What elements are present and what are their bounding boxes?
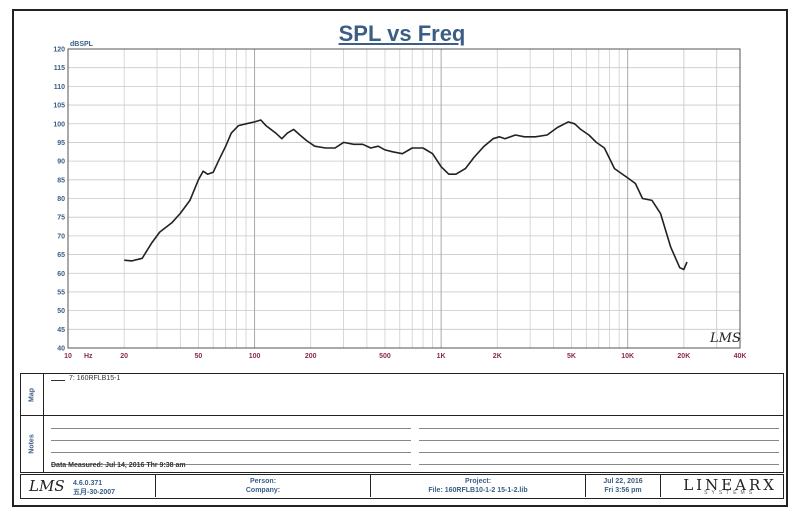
- linearx-sub: SYSTEMS: [704, 490, 757, 496]
- notes-label: Notes: [28, 434, 36, 454]
- file-label: File: 160RFLB10-1-2 15-1-2.lib: [428, 487, 528, 494]
- footer-lms-cell: LMS 4.6.0.371 五月-30-2007: [21, 475, 156, 497]
- legend-entry: 7: 160RFLB15-1: [69, 375, 121, 382]
- y-tick-label: 85: [57, 177, 65, 184]
- footer-person-cell: Person: Company:: [156, 475, 371, 497]
- spl-chart: 40 45 50 55 60 65 70 75 80 85 90 95 100 105 110 115 120 1…: [53, 41, 747, 360]
- y-tick-label: 75: [57, 215, 65, 222]
- series-line: [124, 119, 688, 271]
- y-tick-label: 40: [57, 346, 65, 353]
- plot-border: [67, 48, 741, 349]
- x-tick-label: 20: [120, 353, 128, 360]
- footer: LMS 4.6.0.371 五月-30-2007 Person: Company…: [20, 474, 784, 499]
- footer-project-cell: Project: File: 160RFLB10-1-2 15-1-2.lib: [371, 475, 586, 497]
- note-line: [51, 440, 411, 441]
- y-tick-label: 70: [57, 233, 65, 240]
- x-tick-label: 20K: [677, 353, 690, 360]
- y-tick-label: 45: [57, 327, 65, 334]
- y-axis-unit: dBSPL: [70, 41, 94, 48]
- notes-band: Notes Data Measured: Jul 14, 2016 Thr 9:…: [20, 415, 784, 473]
- y-tick-label: 65: [57, 252, 65, 259]
- legend-swatch: [51, 380, 65, 381]
- version-number: 4.6.0.371: [73, 480, 103, 487]
- note-line: [51, 452, 411, 453]
- y-tick-label: 95: [57, 140, 65, 147]
- note-line: [51, 464, 411, 465]
- notes-label-cell: Notes: [21, 416, 44, 472]
- x-tick-label: 2K: [493, 353, 502, 360]
- y-tick-label: 110: [54, 84, 65, 91]
- chart-title: SPL vs Freq: [338, 21, 466, 46]
- note-line: [51, 428, 411, 429]
- y-tick-label: 105: [53, 103, 65, 110]
- y-tick-label: 80: [57, 196, 65, 203]
- x-tick-label: 5K: [567, 353, 576, 360]
- x-tick-label: 500: [379, 353, 391, 360]
- linearx-logo: LINEARX SYSTEMS: [683, 476, 777, 496]
- note-line: [419, 452, 779, 453]
- lms-version: 4.6.0.371 五月-30-2007: [73, 479, 115, 497]
- note-line: [419, 440, 779, 441]
- y-tick-label: 120: [53, 47, 65, 54]
- lms-logo: LMS: [29, 477, 65, 495]
- time-label: Fri 3:56 pm: [604, 487, 642, 494]
- footer-date-cell: Jul 22, 2016 Fri 3:56 pm: [586, 475, 661, 497]
- y-tick-label: 55: [57, 289, 65, 296]
- company-label: Company:: [245, 487, 281, 494]
- x-tick-label: 50: [195, 353, 203, 360]
- person-label: Person:: [249, 478, 277, 485]
- version-date: 五月-30-2007: [73, 489, 116, 496]
- y-tick-label: 50: [57, 308, 65, 315]
- y-tick-label: 100: [53, 121, 65, 128]
- x-tick-label: 10: [64, 353, 72, 360]
- data-measured: Data Measured: Jul 14, 2016 Thr 9:38 am: [51, 462, 186, 469]
- x-axis-unit: Hz: [84, 353, 93, 360]
- project-label: Project:: [464, 478, 492, 485]
- note-line: [419, 464, 779, 465]
- date-label: Jul 22, 2016: [603, 478, 643, 485]
- note-line: [419, 428, 779, 429]
- x-tick-label: 100: [249, 353, 261, 360]
- x-tick-label: 200: [305, 353, 317, 360]
- x-tick-label: 1K: [437, 353, 446, 360]
- linearx-brand: LINEARX: [683, 476, 777, 494]
- x-tick-label: 40K: [734, 353, 747, 360]
- x-tick-label: 10K: [621, 353, 634, 360]
- y-tick-label: 90: [57, 159, 65, 166]
- report-frame: SPL vs Freq 40 45 50 55 60 65 70 75 80 85 90 95 100 1…: [12, 9, 788, 507]
- y-tick-label: 115: [54, 65, 65, 72]
- map-label: Map: [28, 387, 36, 402]
- y-tick-label: 60: [57, 271, 65, 278]
- map-label-cell: Map: [21, 374, 44, 415]
- lms-watermark: LMS: [709, 331, 741, 346]
- map-band: Map 7: 160RFLB15-1: [20, 373, 784, 416]
